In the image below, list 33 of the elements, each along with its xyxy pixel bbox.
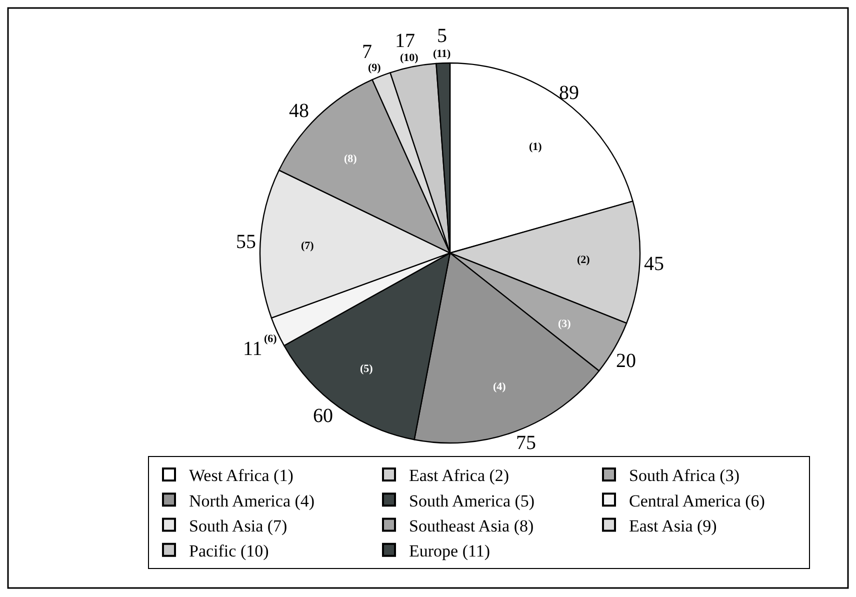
data-label: 60 [313,405,333,427]
text: (5) [360,363,374,375]
legend-label: South Asia (7) [189,516,288,536]
legend-label: Southeast Asia (8) [409,516,534,536]
legend-label: North America (4) [189,491,315,510]
text: (11) [433,48,452,60]
text: (6) [264,333,278,345]
legend-label: West Africa (1) [189,466,294,486]
data-label: 5 [437,25,447,47]
text: (2) [577,254,590,266]
data-label: 20 [616,350,636,372]
legend-label: East Africa (2) [409,466,510,486]
data-label: 55 [236,231,256,253]
text: (1) [529,141,542,153]
data-label: 17 [395,30,415,52]
data-label: 89 [559,82,579,104]
text: (8) [344,153,358,165]
text: (3) [558,318,572,330]
data-label: 11 [243,338,262,360]
text: (7) [301,240,314,252]
text: (9) [368,62,382,74]
data-label: 45 [644,253,664,275]
legend-label: Pacific (10) [189,541,269,560]
data-label: 7 [362,41,372,63]
legend-label: East Asia (9) [629,516,717,536]
data-label: 48 [289,100,309,122]
text: (4) [493,381,506,393]
text: (10) [400,52,419,64]
legend-label: South Africa (3) [629,466,740,486]
legend-label: Europe (11) [409,541,490,560]
legend-label: South America (5) [409,491,535,510]
legend-label: Central America (6) [629,491,765,510]
data-label: 75 [516,432,536,454]
